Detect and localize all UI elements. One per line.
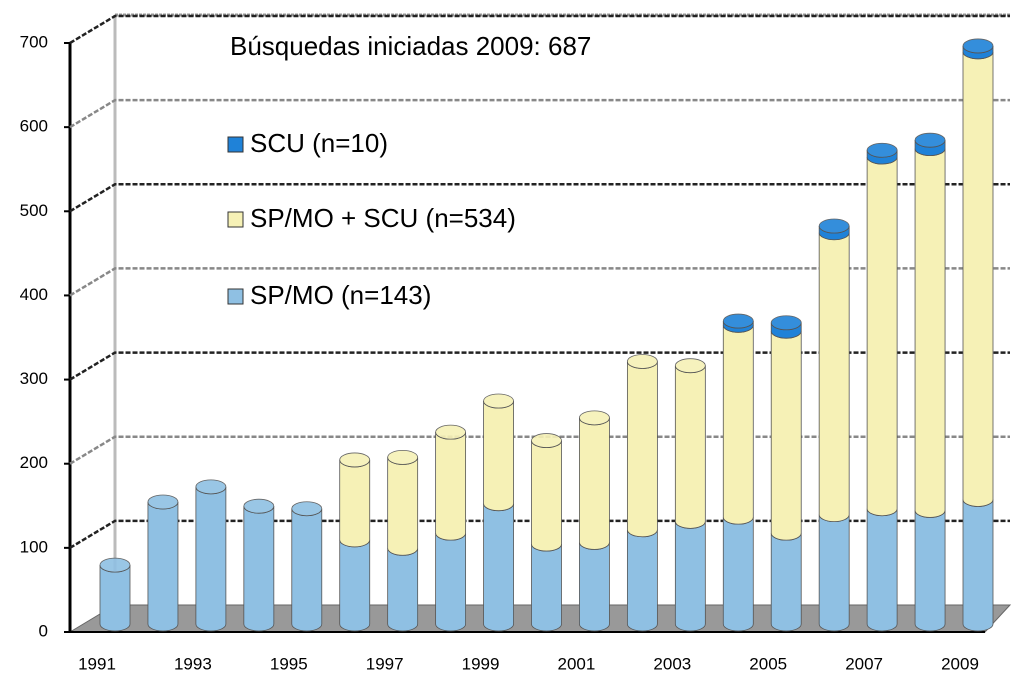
bar-top — [866, 142, 898, 158]
legend-swatch — [227, 136, 244, 153]
x-tick-label: 2001 — [558, 654, 596, 673]
bar-segment — [435, 533, 467, 632]
y-tick-label: 600 — [20, 117, 48, 136]
bar-segment — [243, 506, 275, 632]
bar-segment — [195, 486, 227, 632]
bar-segment — [818, 514, 850, 632]
grid-line — [69, 351, 1010, 381]
bar-segment — [674, 521, 706, 632]
bar-segment — [674, 365, 706, 529]
x-tick-label: 1997 — [366, 654, 404, 673]
x-tick-label: 2007 — [845, 654, 883, 673]
bar-segment — [147, 501, 179, 632]
x-tick-label: 2005 — [749, 654, 787, 673]
bar-segment — [531, 543, 562, 632]
y-tick-label: 500 — [20, 201, 48, 220]
y-tick-label: 200 — [20, 453, 48, 472]
x-tick-label: 1999 — [462, 654, 500, 673]
bar-top — [339, 452, 371, 468]
grid-line — [69, 267, 1010, 297]
bar-top — [195, 479, 227, 495]
bar-segment — [770, 331, 802, 541]
bar-segment — [770, 533, 802, 632]
y-tick-label: 400 — [20, 285, 48, 304]
bar-segment — [866, 508, 898, 632]
bar-segment — [339, 459, 371, 548]
bar-segment — [962, 499, 994, 632]
bar-segment — [722, 325, 754, 525]
bar-segment — [626, 529, 658, 632]
x-tick-label: 2003 — [653, 654, 691, 673]
bar-top — [291, 501, 323, 517]
x-tick-label: 1995 — [270, 654, 308, 673]
bar-top — [722, 313, 754, 329]
bar-top — [914, 132, 946, 148]
legend-label: SP/MO + SCU (n=534) — [250, 203, 516, 233]
bar-segment — [291, 508, 323, 632]
bar-segment — [531, 440, 562, 552]
bar-segment — [626, 361, 658, 538]
bar-segment — [99, 565, 131, 632]
grid-line — [69, 14, 1010, 45]
bar-segment — [387, 548, 419, 632]
bar-segment — [914, 510, 946, 632]
bar-top — [531, 433, 562, 448]
grid-line — [69, 519, 1010, 549]
bar-top — [818, 218, 850, 234]
bar-segment — [579, 542, 610, 632]
bar-segment — [483, 400, 514, 512]
bar-segment — [866, 156, 898, 517]
bar-top — [483, 393, 514, 409]
y-tick-label: 100 — [20, 537, 48, 556]
bar-segment — [483, 503, 514, 632]
bar-segment — [435, 432, 467, 541]
bar-top — [674, 358, 706, 374]
x-tick-label: 1993 — [174, 654, 212, 673]
grid-line — [69, 98, 1010, 129]
x-tick-label: 1991 — [78, 654, 116, 673]
legend-label: SCU (n=10) — [250, 128, 388, 158]
legend-swatch — [227, 288, 244, 305]
bar-segment — [339, 539, 371, 632]
bar-top — [387, 449, 419, 465]
legend-swatch — [227, 211, 244, 228]
bar-top — [579, 410, 610, 426]
x-tick-label: 2009 — [941, 654, 979, 673]
bar-segment — [387, 457, 419, 556]
bar-top — [626, 354, 658, 369]
bar-segment — [962, 51, 994, 507]
bar-top — [435, 424, 467, 440]
bar-top — [147, 494, 179, 510]
y-tick-label: 700 — [20, 32, 48, 51]
bar-segment — [818, 232, 850, 522]
y-tick-label: 300 — [20, 369, 48, 388]
legend-label: SP/MO (n=143) — [250, 280, 431, 310]
bar-segment — [722, 517, 754, 632]
grid-line — [69, 183, 1010, 213]
bar-top — [770, 315, 802, 331]
annotation: Búsquedas iniciadas 2009: 687 — [230, 31, 591, 61]
bar-top — [243, 498, 275, 514]
bar-segment — [579, 417, 610, 550]
y-tick-label: 0 — [39, 621, 48, 640]
grid-line — [69, 435, 1010, 465]
bar-segment — [914, 148, 946, 518]
bar-top — [962, 38, 994, 54]
bar-top — [99, 557, 131, 573]
